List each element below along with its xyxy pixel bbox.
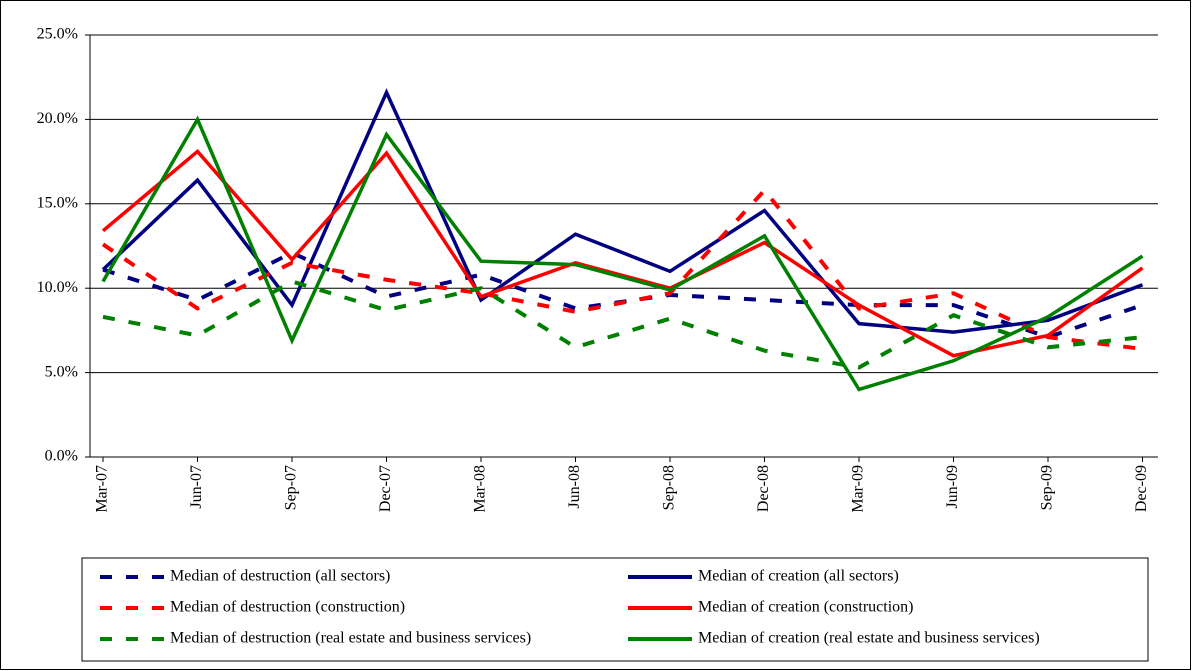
x-tick-label: Mar-08 bbox=[472, 465, 489, 513]
x-tick-label: Sep-08 bbox=[661, 465, 678, 510]
y-tick-label: 15.0% bbox=[37, 194, 78, 211]
legend-label: Median of creation (real estate and busi… bbox=[698, 630, 1040, 647]
x-tick-label: Jun-09 bbox=[944, 465, 961, 509]
x-tick-label: Sep-09 bbox=[1039, 465, 1056, 510]
x-tick-label: Dec-07 bbox=[377, 465, 394, 512]
y-tick-label: 20.0% bbox=[37, 110, 78, 127]
y-tick-label: 0.0% bbox=[45, 448, 78, 465]
series-line bbox=[101, 88, 1144, 334]
legend-label: Median of destruction (construction) bbox=[170, 599, 405, 616]
x-tick-label: Mar-07 bbox=[94, 465, 111, 513]
legend-label: Median of destruction (all sectors) bbox=[170, 568, 390, 585]
legend-label: Median of creation (construction) bbox=[698, 599, 913, 616]
x-tick-label: Dec-08 bbox=[755, 465, 772, 512]
y-tick-label: 25.0% bbox=[37, 26, 78, 43]
y-tick-label: 5.0% bbox=[45, 363, 78, 380]
x-tick-label: Mar-09 bbox=[850, 465, 867, 513]
legend-label: Median of creation (all sectors) bbox=[698, 568, 899, 585]
x-tick-label: Dec-09 bbox=[1133, 465, 1150, 512]
series-line bbox=[101, 115, 1144, 392]
legend-label: Median of destruction (real estate and b… bbox=[170, 630, 531, 647]
x-tick-label: Jun-08 bbox=[566, 465, 583, 509]
x-tick-label: Jun-07 bbox=[188, 465, 205, 509]
series-line bbox=[101, 187, 1143, 351]
legend-box bbox=[81, 557, 1149, 662]
x-tick-label: Sep-07 bbox=[283, 465, 300, 510]
series-line bbox=[102, 279, 1143, 370]
y-tick-label: 10.0% bbox=[37, 279, 78, 296]
